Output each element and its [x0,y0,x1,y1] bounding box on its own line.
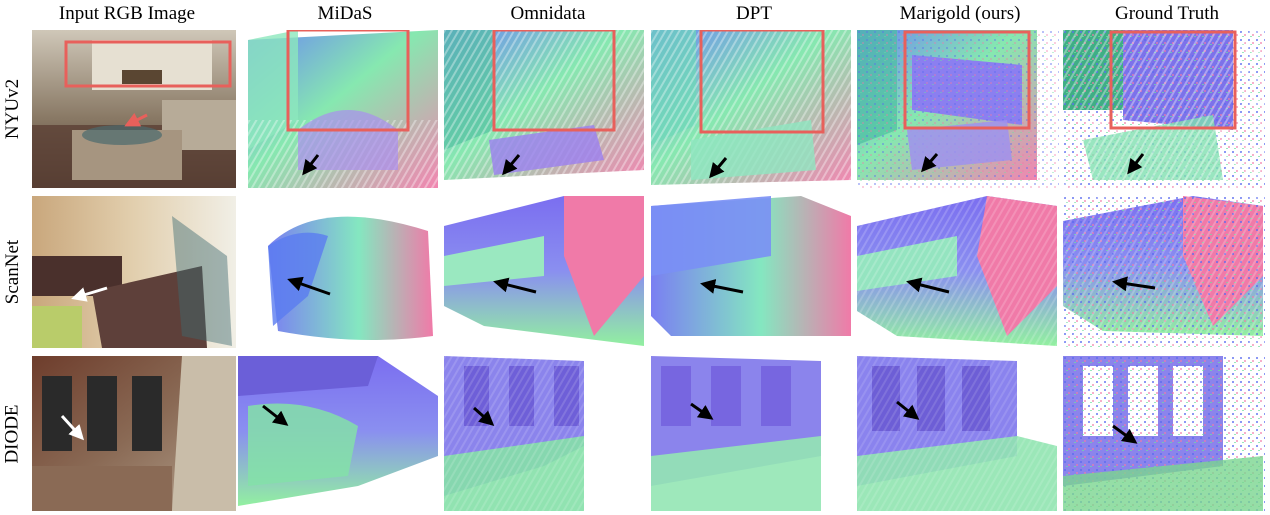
image-nyuv2-marigold [857,30,1059,188]
arrow-indicator [1112,424,1138,444]
image-diode-input [32,356,236,511]
column-header-dpt: DPT [736,3,772,24]
image-diode-ground-truth [1063,356,1265,511]
highlight-box [699,30,825,134]
column-header-ground-truth: Ground Truth [1115,3,1219,24]
arrow-indicator [71,286,108,302]
column-header-omnidata: Omnidata [510,3,586,24]
image-scannet-dpt [651,196,853,348]
highlight-box [1109,30,1237,130]
image-scannet-ground-truth [1063,196,1265,348]
arrow-indicator [690,402,714,420]
arrow-indicator [287,276,331,296]
highlight-box [64,40,232,88]
column-header-midas: MiDaS [317,3,373,24]
arrow-indicator [302,154,320,176]
image-diode-dpt [651,356,853,511]
image-scannet-input [32,196,236,348]
row-label-diode: DIODE [2,403,24,464]
arrow-indicator [1112,276,1156,292]
arrow-indicator [493,277,537,294]
arrow-indicator [709,157,728,179]
arrow-indicator [921,153,939,173]
image-nyuv2-ground-truth [1063,30,1265,188]
arrow-indicator [896,400,920,420]
arrow-indicator [262,404,289,426]
image-scannet-omnidata [444,196,646,348]
arrow-indicator [124,112,148,127]
arrow-indicator [700,278,744,294]
highlight-box [286,30,410,132]
arrow-indicator [1127,153,1145,175]
row-label-nyuv2: NYUv2 [2,78,24,140]
highlight-box [903,30,1031,130]
image-diode-marigold [857,356,1059,511]
highlight-box [492,30,616,132]
image-scannet-midas [238,196,440,348]
image-diode-midas [238,356,440,511]
column-header-input: Input RGB Image [58,3,196,24]
image-nyuv2-omnidata [444,30,646,188]
arrow-indicator [906,277,950,294]
column-header-marigold: Marigold (ours) [899,3,1021,24]
row-label-scannet: ScanNet [2,239,23,305]
image-nyuv2-dpt [651,30,853,188]
arrow-indicator [473,406,495,426]
arrow-indicator [502,154,521,176]
image-scannet-marigold [857,196,1059,348]
image-diode-omnidata [444,356,646,511]
image-nyuv2-input [32,30,236,188]
arrow-indicator [60,414,85,441]
image-nyuv2-midas [238,30,440,188]
